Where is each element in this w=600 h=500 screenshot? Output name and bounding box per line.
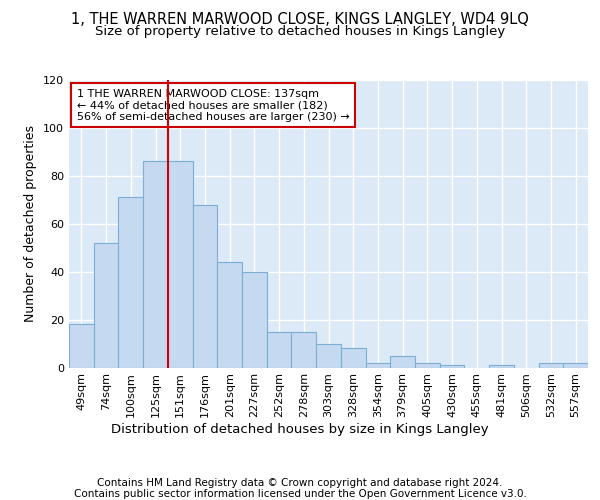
Bar xyxy=(440,365,464,368)
Bar xyxy=(69,324,94,368)
Text: Contains HM Land Registry data © Crown copyright and database right 2024.
Contai: Contains HM Land Registry data © Crown c… xyxy=(74,478,526,499)
Bar xyxy=(316,344,341,367)
Bar xyxy=(118,198,143,368)
Bar xyxy=(242,272,267,368)
Bar xyxy=(217,262,242,368)
Bar xyxy=(193,204,217,368)
Bar xyxy=(168,162,193,368)
Bar xyxy=(341,348,365,368)
Bar xyxy=(563,362,588,368)
Bar xyxy=(489,365,514,368)
Bar xyxy=(539,362,563,368)
Bar xyxy=(292,332,316,368)
Text: 1 THE WARREN MARWOOD CLOSE: 137sqm
← 44% of detached houses are smaller (182)
56: 1 THE WARREN MARWOOD CLOSE: 137sqm ← 44%… xyxy=(77,88,350,122)
Text: 1, THE WARREN MARWOOD CLOSE, KINGS LANGLEY, WD4 9LQ: 1, THE WARREN MARWOOD CLOSE, KINGS LANGL… xyxy=(71,12,529,28)
Bar xyxy=(390,356,415,368)
Bar xyxy=(415,362,440,368)
Bar xyxy=(365,362,390,368)
Bar xyxy=(94,243,118,368)
Bar xyxy=(267,332,292,368)
Text: Size of property relative to detached houses in Kings Langley: Size of property relative to detached ho… xyxy=(95,25,505,38)
Bar xyxy=(143,162,168,368)
Text: Distribution of detached houses by size in Kings Langley: Distribution of detached houses by size … xyxy=(111,422,489,436)
Y-axis label: Number of detached properties: Number of detached properties xyxy=(25,125,37,322)
